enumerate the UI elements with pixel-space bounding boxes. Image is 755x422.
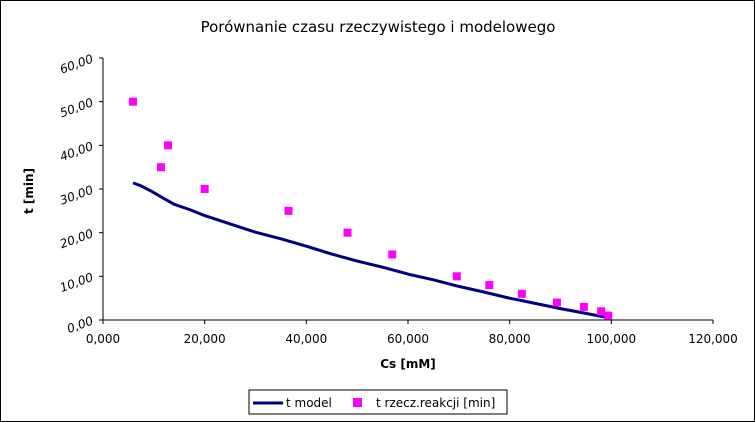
x-axis-ticks: 0,000 20,000 40,000 60,000 80,000 100,000 120,… <box>86 320 738 346</box>
x-tick-label: 100,000 <box>587 332 637 346</box>
x-axis-label: Cs [mM] <box>380 357 436 371</box>
legend-box <box>248 389 508 415</box>
series-layer <box>128 97 613 320</box>
data-point-real <box>517 289 526 298</box>
x-tick-label: 40,000 <box>285 332 327 346</box>
x-tick-label: 60,000 <box>387 332 429 346</box>
x-tick-label: 80,000 <box>489 332 531 346</box>
y-tick-label: 30,00 <box>58 183 95 208</box>
data-point-real <box>552 298 561 307</box>
y-tick-label: 50,00 <box>58 95 95 120</box>
data-point-real <box>128 97 137 106</box>
y-tick-label: 40,00 <box>58 139 95 164</box>
legend-label-model: t model <box>286 396 332 410</box>
x-tick-label: 0,000 <box>86 332 120 346</box>
plot-area <box>103 58 713 320</box>
data-point-real <box>284 206 293 215</box>
data-point-real <box>343 228 352 237</box>
legend-label-real: t rzecz.reakcji [min] <box>376 396 495 410</box>
data-point-real <box>597 307 606 316</box>
data-point-real <box>579 302 588 311</box>
data-point-real <box>200 185 209 193</box>
x-tick-label: 120,000 <box>688 332 738 346</box>
y-tick-label: 20,00 <box>58 226 95 251</box>
data-point-real <box>452 272 461 281</box>
y-tick-label: 60,00 <box>58 52 95 77</box>
data-point-real <box>156 163 165 172</box>
data-point-real <box>388 250 397 259</box>
legend-marker-swatch <box>353 398 362 407</box>
y-tick-label: 10,00 <box>58 270 95 295</box>
data-point-real <box>485 281 494 290</box>
chart-title: Porównanie czasu rzeczywistego i modelow… <box>201 18 556 36</box>
data-point-real <box>604 311 613 320</box>
y-axis-label: t [min] <box>22 168 36 214</box>
data-point-real <box>164 141 173 150</box>
series-line-model <box>132 181 612 320</box>
x-tick-label: 20,000 <box>184 332 226 346</box>
legend: t model t rzecz.reakcji [min] <box>248 389 508 415</box>
